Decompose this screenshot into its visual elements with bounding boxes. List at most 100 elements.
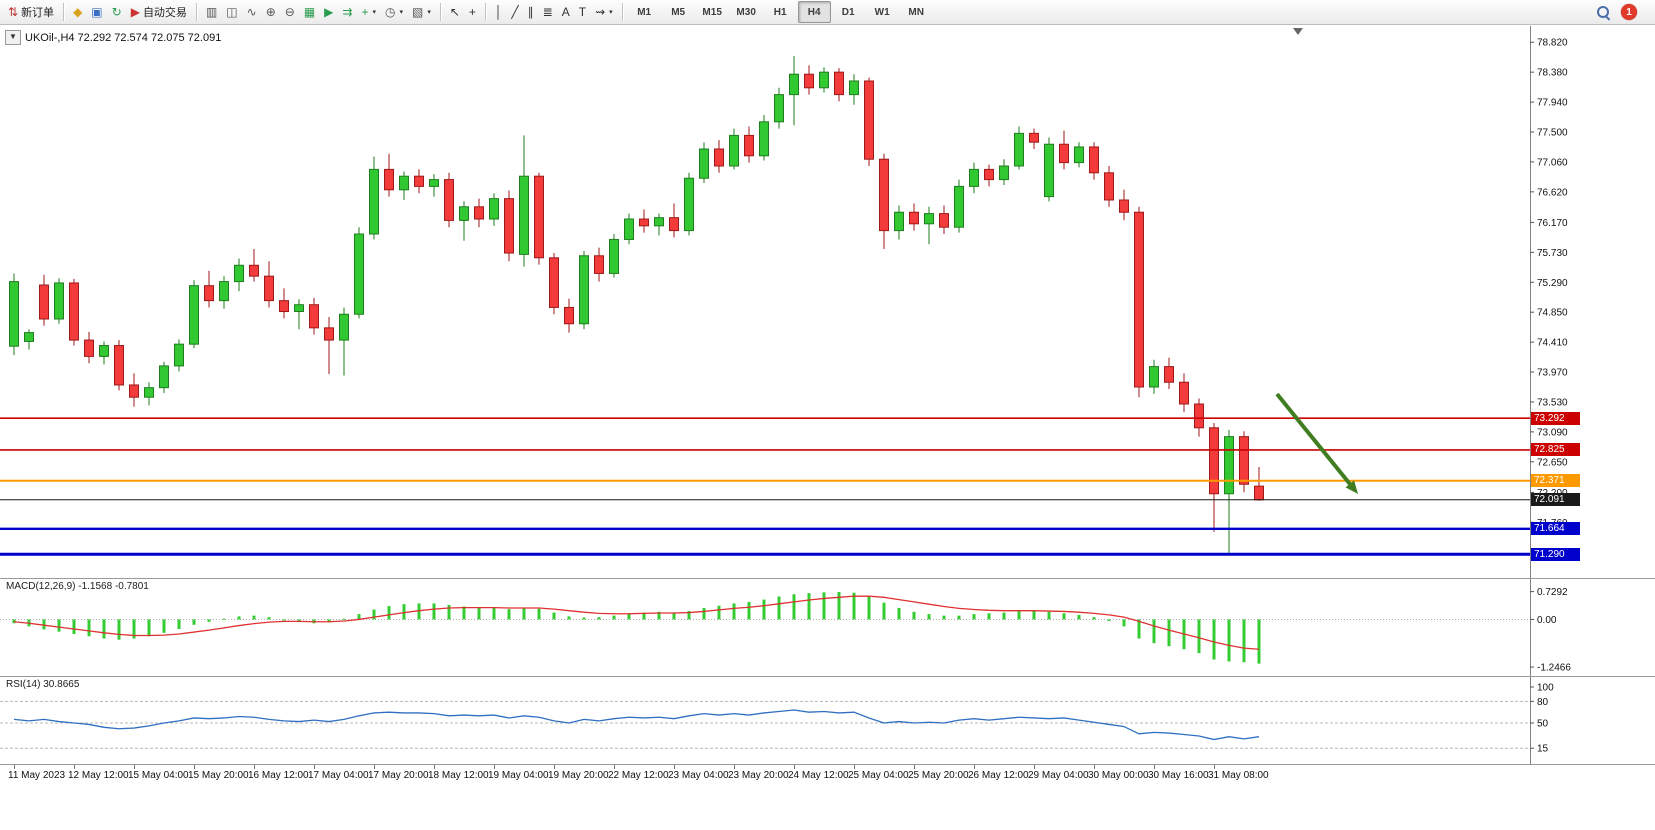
time-tick bbox=[914, 765, 915, 769]
time-axis-label: 26 May 12:00 bbox=[968, 770, 1029, 781]
notification-badge[interactable]: 1 bbox=[1621, 4, 1637, 20]
macd-scale-label: 0.7292 bbox=[1537, 587, 1568, 598]
chart-shift-button[interactable]: ⇉ bbox=[338, 1, 356, 23]
arrows-icon: ⇝ bbox=[595, 5, 606, 19]
auto-trading-icon: ▶ bbox=[130, 5, 140, 19]
new-order-button-label: 新订单 bbox=[21, 7, 55, 19]
auto-trading-button[interactable]: ▶ 自动交易 bbox=[127, 1, 191, 23]
templates-icon: ▧ bbox=[411, 5, 424, 19]
arrows-button[interactable]: ⇝ ▾ bbox=[591, 1, 617, 23]
candlestick-button[interactable]: ◫ bbox=[222, 1, 241, 23]
time-axis-label: 19 May 04:00 bbox=[488, 770, 549, 781]
time-tick bbox=[974, 765, 975, 769]
zoom-out-button[interactable]: ⊖ bbox=[281, 1, 299, 23]
refresh-icon: ↻ bbox=[111, 5, 122, 19]
price-tick-label: 74.850 bbox=[1537, 308, 1568, 319]
search-icon[interactable] bbox=[1596, 5, 1611, 20]
text-icon: A bbox=[561, 5, 570, 19]
bar-chart-button[interactable]: ▥ bbox=[202, 1, 221, 23]
time-tick bbox=[14, 765, 15, 769]
tf-mn-button[interactable]: MN bbox=[900, 1, 933, 23]
chart-menu-button[interactable]: ▼ bbox=[5, 30, 21, 45]
new-order-icon: ⇅ bbox=[8, 5, 19, 19]
chart-shift-marker-icon[interactable] bbox=[1293, 28, 1303, 35]
tf-h1-button-label: H1 bbox=[773, 6, 787, 18]
zoom-in-button[interactable]: ⊕ bbox=[262, 1, 280, 23]
dropdown-caret-icon: ▾ bbox=[399, 9, 403, 16]
price-tick-label: 73.970 bbox=[1537, 368, 1568, 379]
macd-indicator-label: MACD(12,26,9) -1.1568 -0.7801 bbox=[6, 581, 149, 592]
periods-button[interactable]: ◷ ▾ bbox=[381, 1, 407, 23]
templates-button[interactable]: ▧ ▾ bbox=[408, 1, 435, 23]
time-tick bbox=[254, 765, 255, 769]
tf-h1-button[interactable]: H1 bbox=[764, 1, 797, 23]
trend-arrow-annotation[interactable] bbox=[1275, 392, 1358, 494]
rsi-scale-label: 80 bbox=[1537, 697, 1549, 708]
tf-m30-button[interactable]: M30 bbox=[730, 1, 763, 23]
macd-scale-label: -1.2466 bbox=[1537, 663, 1571, 674]
toolbar-separator bbox=[439, 3, 441, 21]
macd-panel[interactable]: 0.7292 0.00 -1.2466 bbox=[0, 578, 1655, 676]
tf-w1-button[interactable]: W1 bbox=[866, 1, 899, 23]
toolbar-separator bbox=[621, 3, 623, 21]
tf-m15-button[interactable]: M15 bbox=[696, 1, 729, 23]
cursor-icon: ↖ bbox=[449, 5, 460, 19]
time-axis-label: 23 May 04:00 bbox=[668, 770, 729, 781]
tf-h4-button[interactable]: H4 bbox=[797, 1, 831, 23]
price-chart-panel[interactable]: 78.820 78.380 77.940 77.500 77.060 76.620 76.1… bbox=[0, 26, 1655, 578]
time-axis[interactable]: 11 May 2023 12 May 12:00 15 May 04:00 15 Ma… bbox=[0, 764, 1655, 794]
time-axis-label: 15 May 04:00 bbox=[128, 770, 189, 781]
new-chart-button[interactable]: ◆ bbox=[69, 1, 86, 23]
fibonacci-button[interactable]: ≣ bbox=[539, 1, 557, 23]
candles bbox=[9, 55, 1264, 554]
time-tick bbox=[1154, 765, 1155, 769]
time-axis-label: 29 May 04:00 bbox=[1028, 770, 1089, 781]
rsi-panel[interactable]: 100 80 50 15 bbox=[0, 676, 1655, 764]
tf-m1-button-label: M1 bbox=[637, 6, 652, 18]
refresh-button[interactable]: ↻ bbox=[108, 1, 126, 23]
time-tick bbox=[314, 765, 315, 769]
crosshair-button[interactable]: + bbox=[465, 1, 480, 23]
tf-w1-button-label: W1 bbox=[874, 6, 890, 18]
tf-d1-button[interactable]: D1 bbox=[832, 1, 865, 23]
fibonacci-icon: ≣ bbox=[542, 5, 553, 19]
indicators-button[interactable]: + ▾ bbox=[357, 1, 380, 23]
price-tick-label: 75.290 bbox=[1537, 278, 1568, 289]
time-tick bbox=[554, 765, 555, 769]
tf-m5-button[interactable]: M5 bbox=[662, 1, 695, 23]
text-label-button[interactable]: T bbox=[575, 1, 590, 23]
time-axis-label: 23 May 20:00 bbox=[728, 770, 789, 781]
crosshair-icon: + bbox=[468, 5, 476, 19]
time-tick bbox=[1034, 765, 1035, 769]
price-tick-label: 78.820 bbox=[1537, 38, 1568, 49]
toolbar-separator bbox=[484, 3, 486, 21]
toolbar-right-cluster: 1 bbox=[1596, 4, 1651, 20]
vertical-line-button[interactable]: │ bbox=[491, 1, 507, 23]
time-axis-label: 24 May 12:00 bbox=[788, 770, 849, 781]
price-tick-label: 76.170 bbox=[1537, 218, 1568, 229]
trendline-button[interactable]: ╱ bbox=[507, 1, 522, 23]
trendline-icon: ╱ bbox=[511, 5, 519, 19]
time-axis-label: 30 May 00:00 bbox=[1088, 770, 1149, 781]
price-tick-label: 77.060 bbox=[1537, 157, 1568, 168]
toolbar-separator bbox=[63, 3, 65, 21]
channel-button[interactable]: ∥ bbox=[524, 1, 538, 23]
text-button[interactable]: A bbox=[558, 1, 574, 23]
line-chart-button[interactable]: ∿ bbox=[243, 1, 261, 23]
tile-windows-button[interactable]: ▦ bbox=[300, 1, 319, 23]
auto-scroll-button[interactable]: ▶ bbox=[320, 1, 337, 23]
tile-windows-icon: ▦ bbox=[303, 5, 316, 19]
profiles-button[interactable]: ▣ bbox=[87, 1, 106, 23]
time-axis-label: 15 May 20:00 bbox=[188, 770, 249, 781]
cursor-button[interactable]: ↖ bbox=[446, 1, 464, 23]
auto-trading-button-label: 自动交易 bbox=[142, 7, 187, 19]
chart-symbol-title: UKOil-,H4 72.292 72.574 72.075 72.091 bbox=[25, 31, 222, 44]
tf-m15-button-label: M15 bbox=[702, 6, 722, 18]
tf-m1-button[interactable]: M1 bbox=[628, 1, 661, 23]
new-order-button[interactable]: ⇅ 新订单 bbox=[4, 1, 58, 23]
zoom-out-icon: ⊖ bbox=[284, 5, 295, 19]
chart-shift-icon: ⇉ bbox=[342, 5, 353, 19]
time-axis-label: 12 May 12:00 bbox=[68, 770, 129, 781]
time-tick bbox=[1214, 765, 1215, 769]
